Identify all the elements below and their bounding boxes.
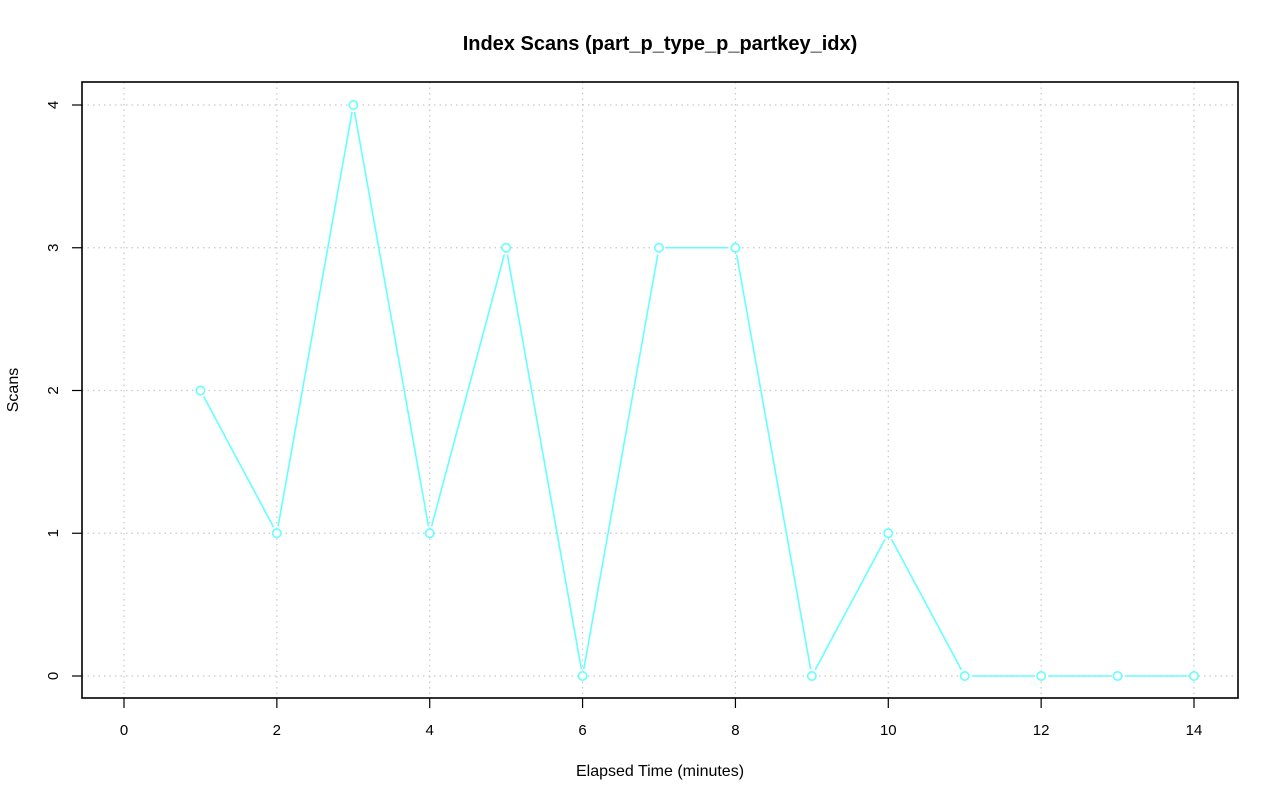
data-point: [348, 100, 359, 111]
y-tick-label: 2: [45, 386, 62, 394]
x-tick-label: 6: [578, 722, 586, 739]
data-point: [653, 242, 664, 253]
y-tick-label: 1: [45, 529, 62, 537]
series-line-segment: [890, 539, 963, 671]
data-point: [883, 528, 894, 539]
data-point: [959, 670, 970, 681]
data-point: [195, 385, 206, 396]
series-line-segment: [203, 396, 275, 528]
data-point: [1189, 670, 1200, 681]
x-tick-label: 2: [273, 722, 281, 739]
series-line-segment: [430, 254, 506, 527]
series-line-segment: [353, 111, 430, 527]
data-point: [577, 670, 588, 681]
data-point: [424, 528, 435, 539]
series-line-segment: [814, 539, 886, 671]
data-point: [501, 242, 512, 253]
x-tick-label: 8: [731, 722, 739, 739]
x-tick-label: 10: [880, 722, 897, 739]
x-axis-label: Elapsed Time (minutes): [576, 763, 744, 780]
y-tick-label: 0: [45, 672, 62, 680]
y-axis-label: Scans: [5, 368, 22, 412]
series-line-segment: [277, 111, 353, 527]
x-tick-label: 0: [120, 722, 128, 739]
data-point: [1036, 670, 1047, 681]
data-point: [806, 670, 817, 681]
data-point: [1112, 670, 1123, 681]
x-axis: 0 2 4 6 8 10 12 14: [120, 698, 1203, 739]
series-line-segment: [583, 254, 659, 670]
data-series: [195, 100, 1200, 681]
series-line-segment: [735, 254, 812, 670]
data-point: [730, 242, 741, 253]
data-point: [271, 528, 282, 539]
chart-title: Index Scans (part_p_type_p_partkey_idx): [463, 33, 858, 55]
y-axis: 0 1 2 3 4: [45, 101, 82, 680]
series-line-segment: [506, 254, 583, 670]
x-tick-label: 12: [1033, 722, 1050, 739]
x-tick-label: 4: [426, 722, 434, 739]
x-tick-label: 14: [1186, 722, 1203, 739]
y-tick-label: 4: [45, 101, 62, 109]
y-tick-label: 3: [45, 244, 62, 252]
